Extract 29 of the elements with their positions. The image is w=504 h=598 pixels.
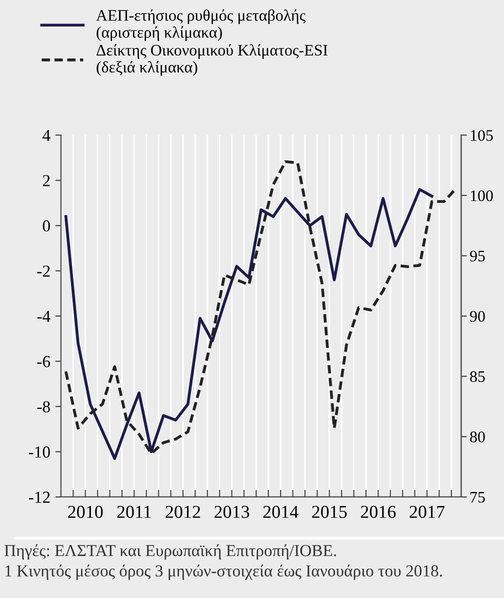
x-tick-label: 2012	[166, 506, 200, 518]
y2-tick-label: 90	[470, 310, 485, 322]
y2-tick-label: 100	[470, 190, 493, 202]
y-tick-label: -8	[37, 401, 50, 412]
x-tick-label: 2015	[312, 506, 347, 518]
text: Πηγές: ΕΛΣΤΑΤ και Ευρωπαϊκή Επιτροπή/ΙΟΒΕ.	[4, 544, 336, 560]
y-tick-label: -10	[28, 446, 50, 458]
line-series	[64, 188, 434, 460]
y2-tick-label: 80	[470, 432, 485, 442]
y-tick-label: -4	[37, 310, 50, 322]
y2-tick-label: 85	[470, 371, 485, 382]
legend-label: ΑΕΠ-ετήσιος ρυθμός μεταβολής (αριστερή κλίμακα)	[96, 9, 306, 41]
x-tick-label: 2014	[263, 506, 298, 518]
legend-label: Δείκτης Οικονομικού Κλίματος-ESI (δεξιά κλίμακα)	[96, 44, 328, 76]
y-tick-label: 4	[42, 130, 50, 141]
y-tick-label: 2	[42, 175, 50, 186]
y-tick-label: -6	[37, 356, 50, 368]
text: 1 Κινητός μέσος όρος 3 μηνών-στοιχεία έως Ιανουάριο του 2018.	[6, 564, 442, 580]
x-tick-label: 2017	[410, 506, 445, 518]
y2-tick-label: 95	[470, 250, 485, 262]
x-tick-label: 2011	[117, 506, 151, 518]
y2-tick-label: 75	[470, 492, 485, 503]
x-tick-label: 2010	[68, 506, 103, 518]
y-tick-label: 0	[42, 220, 50, 232]
x-tick-label: 2013	[214, 506, 250, 518]
y-tick-label: -12	[28, 492, 50, 503]
y2-tick-label: 105	[470, 130, 493, 141]
y-tick-label: -2	[37, 266, 50, 277]
x-tick-label: 2016	[360, 506, 396, 518]
